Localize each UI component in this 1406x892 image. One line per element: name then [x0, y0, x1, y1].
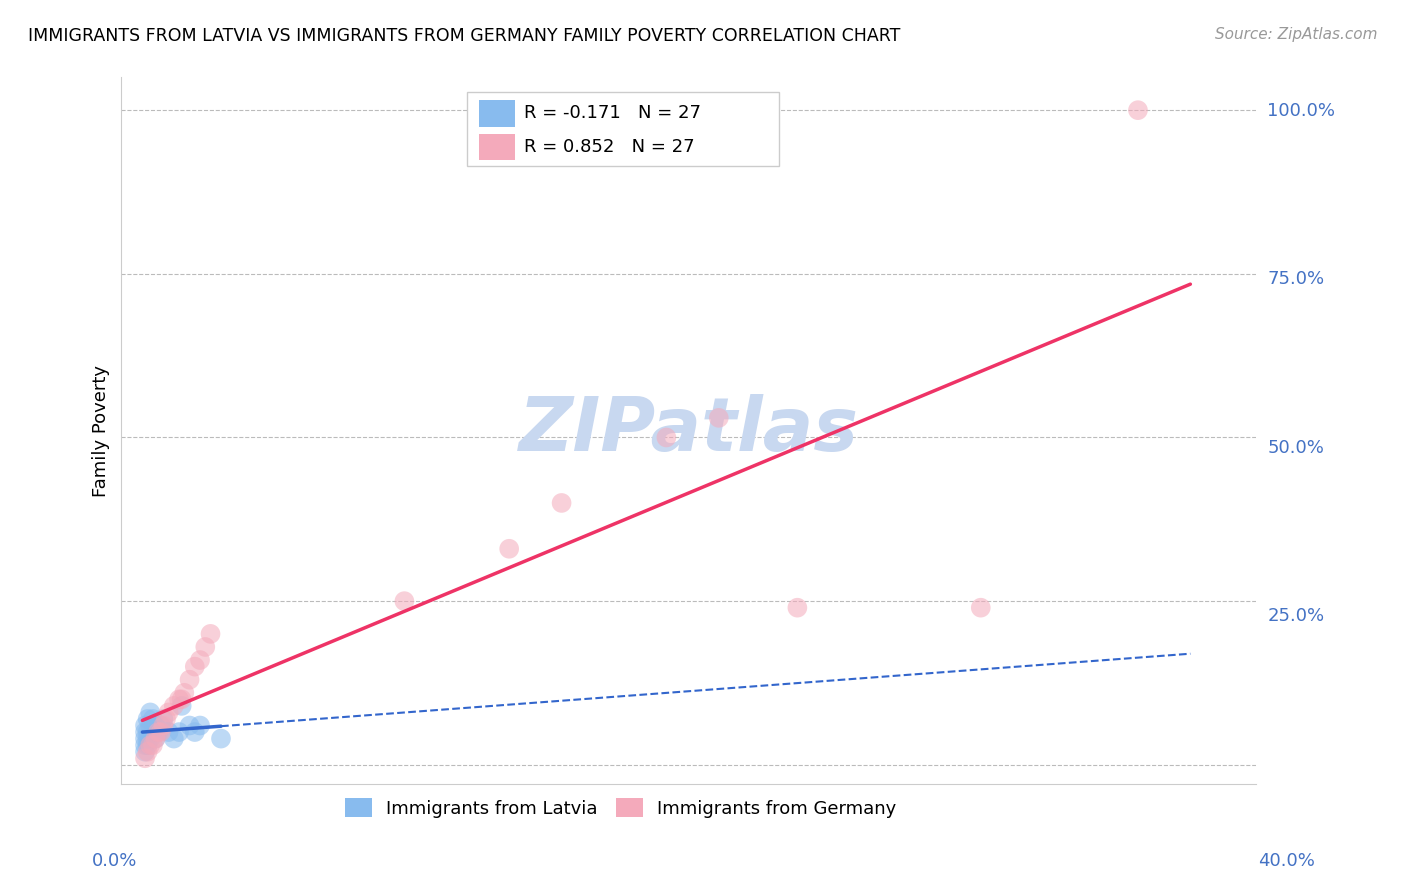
Text: 100.0%: 100.0%	[1267, 102, 1336, 120]
Point	[163, 698, 186, 713]
Point	[157, 725, 180, 739]
Point	[139, 738, 162, 752]
Point	[134, 731, 156, 746]
Point	[134, 738, 156, 752]
Point	[188, 653, 211, 667]
Point	[134, 745, 156, 759]
Point	[170, 698, 193, 713]
Point	[188, 718, 211, 732]
Point	[142, 738, 165, 752]
Point	[1126, 103, 1149, 118]
Text: R = 0.852   N = 27: R = 0.852 N = 27	[524, 138, 695, 156]
Point	[184, 659, 207, 673]
Point	[550, 496, 572, 510]
Point	[157, 706, 180, 720]
Point	[163, 731, 186, 746]
Point	[149, 718, 172, 732]
Text: Source: ZipAtlas.com: Source: ZipAtlas.com	[1215, 27, 1378, 42]
Text: 50.0%: 50.0%	[1267, 439, 1324, 457]
Point	[145, 731, 167, 746]
Bar	[479, 134, 515, 161]
Y-axis label: Family Poverty: Family Poverty	[93, 365, 110, 497]
Point	[167, 725, 190, 739]
Point	[134, 751, 156, 765]
Point	[139, 706, 162, 720]
Point	[155, 712, 177, 726]
Point	[209, 731, 232, 746]
Point	[136, 738, 159, 752]
Text: 75.0%: 75.0%	[1267, 270, 1324, 288]
Point	[146, 725, 169, 739]
Text: IMMIGRANTS FROM LATVIA VS IMMIGRANTS FROM GERMANY FAMILY POVERTY CORRELATION CHA: IMMIGRANTS FROM LATVIA VS IMMIGRANTS FRO…	[28, 27, 900, 45]
Point	[786, 600, 808, 615]
Point	[145, 731, 167, 746]
Point	[184, 725, 207, 739]
Text: 0.0%: 0.0%	[91, 852, 136, 870]
Point	[179, 718, 201, 732]
Point	[173, 686, 195, 700]
Point	[707, 410, 730, 425]
Point	[142, 725, 165, 739]
Point	[145, 718, 167, 732]
Point	[152, 712, 174, 726]
Point	[146, 725, 169, 739]
Text: R = -0.171   N = 27: R = -0.171 N = 27	[524, 104, 702, 122]
Point	[149, 725, 172, 739]
Point	[394, 594, 416, 608]
Point	[200, 627, 222, 641]
Point	[167, 692, 190, 706]
Point	[139, 718, 162, 732]
Text: 25.0%: 25.0%	[1267, 607, 1324, 625]
Point	[170, 692, 193, 706]
Point	[134, 725, 156, 739]
Point	[136, 712, 159, 726]
Point	[498, 541, 520, 556]
Text: 40.0%: 40.0%	[1258, 852, 1315, 870]
Point	[142, 712, 165, 726]
Bar	[479, 100, 515, 127]
Point	[194, 640, 217, 654]
Point	[179, 673, 201, 687]
FancyBboxPatch shape	[467, 92, 779, 166]
Point	[655, 430, 678, 444]
Point	[152, 718, 174, 732]
Point	[136, 745, 159, 759]
Point	[139, 731, 162, 746]
Text: ZIPatlas: ZIPatlas	[519, 394, 859, 467]
Point	[134, 718, 156, 732]
Legend: Immigrants from Latvia, Immigrants from Germany: Immigrants from Latvia, Immigrants from …	[337, 791, 904, 825]
Point	[136, 731, 159, 746]
Point	[970, 600, 993, 615]
Point	[136, 725, 159, 739]
